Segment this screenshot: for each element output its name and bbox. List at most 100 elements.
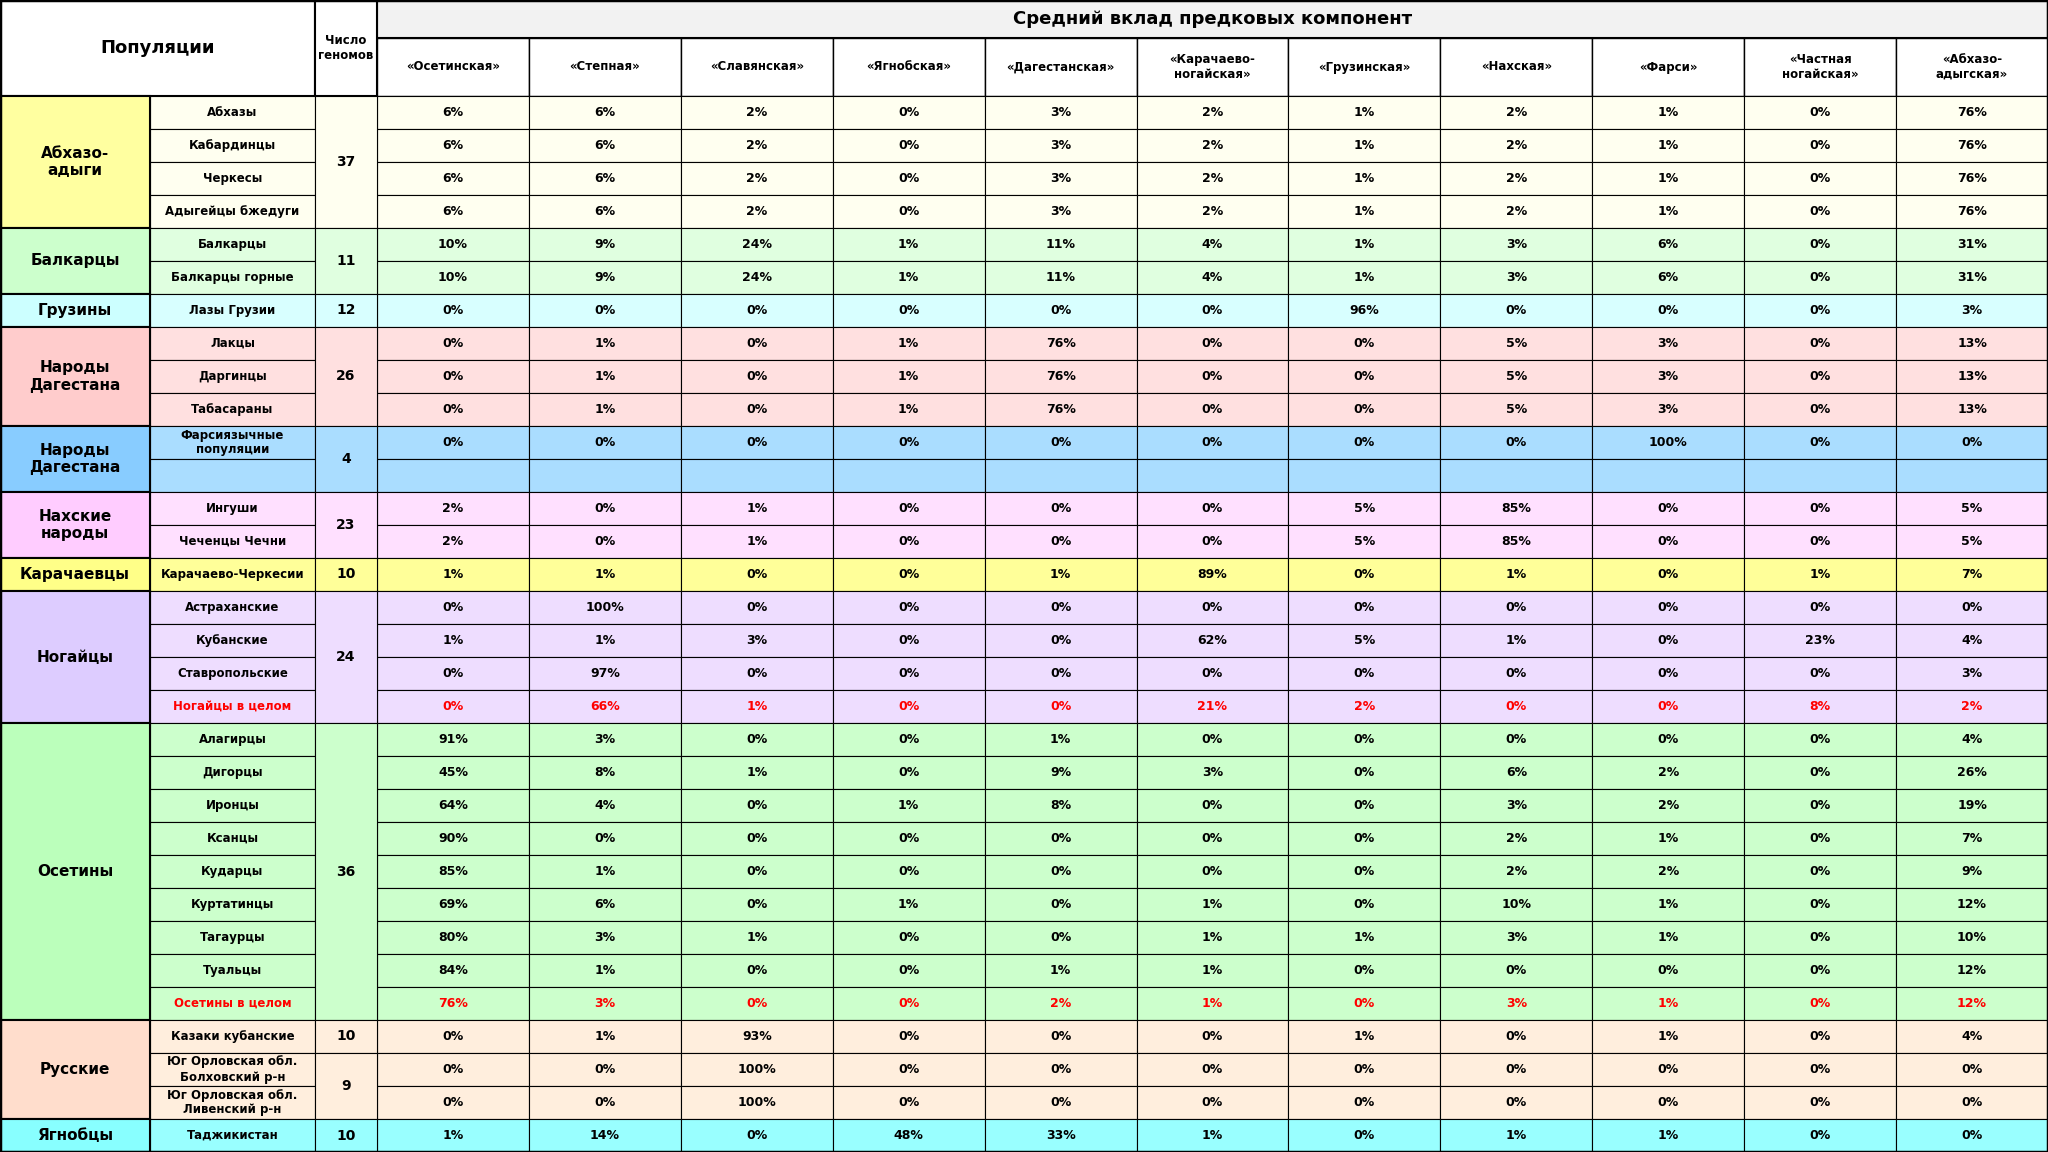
Text: 2%: 2% xyxy=(1202,172,1223,185)
Text: 13%: 13% xyxy=(1958,370,1987,382)
Text: 1%: 1% xyxy=(1657,172,1679,185)
Text: 0%: 0% xyxy=(745,568,768,581)
Text: 6%: 6% xyxy=(594,106,616,119)
Bar xyxy=(1896,1119,2048,1152)
Bar xyxy=(834,195,985,228)
Bar xyxy=(1745,1020,1896,1053)
Bar xyxy=(1440,657,1591,690)
Bar xyxy=(528,38,680,96)
Text: 1%: 1% xyxy=(1354,172,1374,185)
Bar xyxy=(834,789,985,823)
Text: 66%: 66% xyxy=(590,700,621,713)
Bar xyxy=(1440,393,1591,426)
Bar xyxy=(985,492,1137,525)
Bar xyxy=(1591,987,1745,1020)
Bar xyxy=(834,690,985,723)
Text: 0%: 0% xyxy=(1810,1096,1831,1109)
Text: Нахские
народы: Нахские народы xyxy=(39,509,113,541)
Text: Народы
Дагестана: Народы Дагестана xyxy=(29,361,121,393)
Text: 6%: 6% xyxy=(594,139,616,152)
Text: 0%: 0% xyxy=(1202,370,1223,382)
Bar xyxy=(985,96,1137,129)
Bar xyxy=(377,0,2048,38)
Bar xyxy=(0,1020,150,1119)
Bar xyxy=(1288,920,1440,954)
Text: 3%: 3% xyxy=(1202,766,1223,779)
Text: 0%: 0% xyxy=(1051,1096,1071,1109)
Text: «Ягнобская»: «Ягнобская» xyxy=(866,61,950,74)
Bar xyxy=(1288,1086,1440,1119)
Text: 4%: 4% xyxy=(1962,634,1982,647)
Bar xyxy=(680,987,834,1020)
Bar xyxy=(377,393,528,426)
Bar xyxy=(1288,987,1440,1020)
Bar xyxy=(377,591,528,624)
Text: 0%: 0% xyxy=(899,865,920,878)
Bar xyxy=(1896,38,2048,96)
Bar xyxy=(0,558,150,591)
Text: Таджикистан: Таджикистан xyxy=(186,1129,279,1142)
Bar xyxy=(1745,1086,1896,1119)
Text: 24: 24 xyxy=(336,650,356,664)
Text: 45%: 45% xyxy=(438,766,467,779)
Text: 0%: 0% xyxy=(899,766,920,779)
Bar xyxy=(1745,624,1896,657)
Bar xyxy=(1137,756,1288,789)
Text: 0%: 0% xyxy=(745,667,768,680)
Text: 2%: 2% xyxy=(1354,700,1374,713)
Bar xyxy=(1440,987,1591,1020)
Bar xyxy=(1591,1086,1745,1119)
Text: 0%: 0% xyxy=(442,667,463,680)
Text: 5%: 5% xyxy=(1505,403,1528,416)
Bar xyxy=(1896,558,2048,591)
Text: 0%: 0% xyxy=(1051,1030,1071,1043)
Text: 21%: 21% xyxy=(1198,700,1227,713)
Bar xyxy=(528,987,680,1020)
Text: 6%: 6% xyxy=(1505,766,1528,779)
Bar xyxy=(1288,789,1440,823)
Bar xyxy=(1440,1020,1591,1053)
Bar xyxy=(1591,38,1745,96)
Bar xyxy=(834,294,985,327)
Bar xyxy=(680,129,834,162)
Text: 0%: 0% xyxy=(899,667,920,680)
Text: 3%: 3% xyxy=(1657,403,1679,416)
Text: 0%: 0% xyxy=(745,899,768,911)
Bar xyxy=(1745,723,1896,756)
Bar xyxy=(1896,789,2048,823)
Bar xyxy=(150,591,315,624)
Text: 1%: 1% xyxy=(1657,139,1679,152)
Bar xyxy=(1896,954,2048,987)
Bar xyxy=(1745,954,1896,987)
Bar xyxy=(377,888,528,920)
Text: 2%: 2% xyxy=(1202,205,1223,218)
Text: 2%: 2% xyxy=(1505,139,1528,152)
Text: Черкесы: Черкесы xyxy=(203,172,262,185)
Text: 1%: 1% xyxy=(1505,634,1528,647)
Bar xyxy=(377,327,528,359)
Text: 1%: 1% xyxy=(1505,1129,1528,1142)
Bar xyxy=(150,756,315,789)
Text: 1%: 1% xyxy=(899,338,920,350)
Bar xyxy=(315,1053,377,1119)
Text: 0%: 0% xyxy=(1051,667,1071,680)
Text: 3%: 3% xyxy=(1051,205,1071,218)
Bar xyxy=(377,823,528,855)
Text: 84%: 84% xyxy=(438,964,467,977)
Text: 0%: 0% xyxy=(745,435,768,449)
Text: 13%: 13% xyxy=(1958,403,1987,416)
Bar xyxy=(150,228,315,262)
Bar xyxy=(150,359,315,393)
Bar xyxy=(377,1020,528,1053)
Text: 0%: 0% xyxy=(1810,403,1831,416)
Bar xyxy=(834,1053,985,1086)
Bar xyxy=(528,657,680,690)
Text: 37: 37 xyxy=(336,156,356,169)
Bar xyxy=(1288,262,1440,294)
Text: 12%: 12% xyxy=(1958,996,1987,1010)
Text: 10: 10 xyxy=(336,1030,356,1044)
Bar xyxy=(834,624,985,657)
Text: 0%: 0% xyxy=(1657,535,1679,548)
Text: 100%: 100% xyxy=(1649,435,1688,449)
Bar xyxy=(1137,657,1288,690)
